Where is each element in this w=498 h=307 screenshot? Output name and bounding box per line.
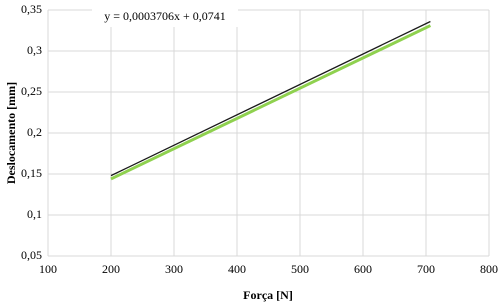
y-tick-label: 0,1: [27, 207, 42, 221]
y-tick-label: 0,05: [21, 248, 42, 262]
x-tick-label: 600: [354, 262, 372, 276]
x-tick-label: 300: [165, 262, 183, 276]
y-tick-label: 0,25: [21, 84, 42, 98]
annotation: y = 0,0003706x + 0,0741: [104, 9, 226, 23]
x-tick-label: 100: [39, 262, 57, 276]
data-line: [110, 24, 432, 181]
x-tick-label: 200: [102, 262, 120, 276]
y-tick-label: 0,35: [21, 2, 42, 16]
y-tick-label: 0,3: [27, 43, 42, 57]
x-tick-label: 700: [417, 262, 435, 276]
x-tick-label: 500: [291, 262, 309, 276]
x-tick-label: 400: [228, 262, 246, 276]
y-axis-title: Deslocamento [mm]: [4, 82, 18, 184]
annotation-box: [92, 7, 238, 27]
x-tick-label: 800: [480, 262, 498, 276]
data-line: [110, 20, 431, 177]
x-axis-title: Força [N]: [243, 288, 293, 302]
y-tick-label: 0,2: [27, 125, 42, 139]
y-tick-label: 0,15: [21, 166, 42, 180]
